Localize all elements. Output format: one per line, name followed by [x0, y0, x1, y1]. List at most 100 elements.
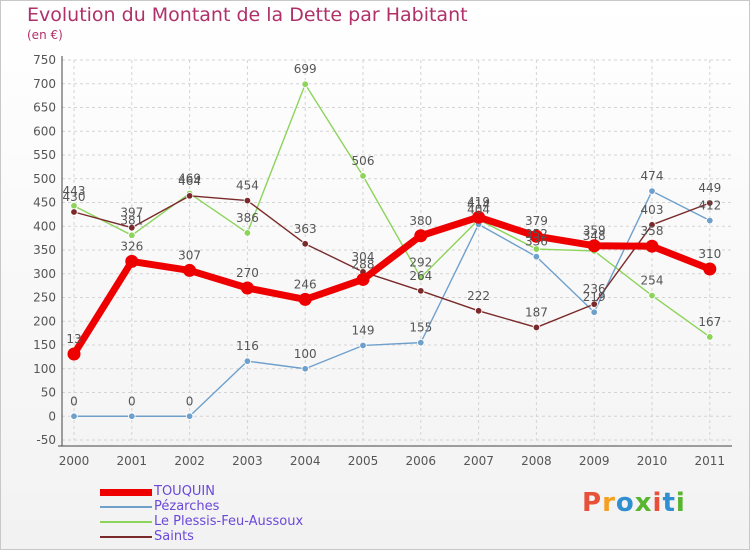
data-label-le-plessis-feu-aussoux: 699 [294, 62, 317, 76]
data-point-le-plessis-feu-aussoux [128, 231, 136, 239]
data-point-saints [474, 307, 483, 315]
legend-label: TOUQUIN [154, 484, 215, 499]
y-tick-label: 250 [33, 291, 56, 305]
data-point-touquin [240, 281, 254, 295]
logo-letter: o [615, 488, 635, 518]
y-tick-label: 300 [33, 267, 56, 281]
y-tick-label: 400 [33, 219, 56, 233]
data-point-pezarches [532, 252, 541, 261]
data-label-saints: 222 [467, 289, 490, 303]
data-label-saints: 264 [409, 269, 432, 283]
data-point-saints [532, 323, 541, 332]
data-label-pezarches: 412 [698, 199, 721, 213]
data-point-touquin [529, 229, 543, 243]
data-point-pezarches [590, 308, 598, 316]
x-tick-label: 2009 [579, 454, 610, 468]
logo-letter: x [634, 488, 653, 518]
data-label-saints: 464 [178, 174, 201, 188]
y-tick-label: 100 [33, 362, 56, 376]
logo-letter: r [602, 488, 616, 518]
data-point-pezarches [417, 338, 425, 347]
y-tick-label: 0 [48, 409, 56, 423]
legend-label: Pézarches [154, 499, 220, 514]
legend-swatch [100, 488, 152, 496]
x-tick-label: 2008 [521, 454, 552, 468]
data-point-touquin [472, 210, 486, 224]
data-label-touquin: 419 [467, 195, 490, 209]
data-label-le-plessis-feu-aussoux: 292 [409, 256, 432, 270]
data-label-saints: 187 [525, 305, 548, 319]
y-tick-label: 50 [41, 386, 56, 400]
x-tick-label: 2001 [117, 454, 148, 468]
logo-letter: P [582, 488, 603, 518]
chart-title: Evolution du Montant de la Dette par Hab… [27, 4, 468, 26]
data-label-le-plessis-feu-aussoux: 167 [698, 315, 721, 329]
data-point-touquin [703, 262, 717, 276]
data-label-touquin: 379 [525, 214, 548, 228]
data-label-touquin: 326 [120, 239, 143, 253]
x-tick-label: 2000 [59, 454, 90, 468]
series-line-touquin [71, 213, 712, 356]
chart-unit: (en €) [27, 28, 63, 42]
data-label-saints: 403 [641, 203, 664, 217]
data-label-touquin: 359 [583, 224, 606, 238]
data-point-saints [128, 223, 136, 232]
data-point-le-plessis-feu-aussoux [648, 291, 656, 300]
data-label-pezarches: 0 [186, 394, 194, 408]
y-tick-label: 450 [33, 196, 56, 210]
data-label-le-plessis-feu-aussoux: 381 [120, 213, 143, 227]
y-tick-label: 700 [33, 77, 56, 91]
data-point-le-plessis-feu-aussoux [243, 229, 252, 237]
data-label-saints: 363 [294, 222, 317, 236]
x-tick-label: 2010 [637, 454, 668, 468]
logo-letter: i [652, 488, 663, 518]
data-point-saints [648, 221, 656, 229]
data-point-saints [417, 287, 425, 295]
legend-swatch [100, 536, 152, 538]
data-label-touquin: 13 [66, 332, 81, 346]
y-tick-label: 600 [33, 124, 56, 138]
data-point-le-plessis-feu-aussoux [301, 80, 309, 88]
data-point-pezarches [359, 341, 367, 350]
data-point-pezarches [301, 365, 309, 373]
data-label-saints: 304 [352, 250, 375, 264]
x-tick-label: 2007 [463, 454, 494, 468]
data-label-saints: 397 [120, 206, 143, 220]
data-label-le-plessis-feu-aussoux: 254 [641, 274, 664, 288]
data-point-pezarches [648, 187, 656, 195]
data-point-le-plessis-feu-aussoux [706, 333, 714, 341]
data-label-pezarches: 474 [641, 169, 664, 183]
data-point-le-plessis-feu-aussoux [359, 172, 367, 180]
x-tick-label: 2005 [348, 454, 379, 468]
data-label-pezarches: 404 [467, 202, 490, 216]
data-label-le-plessis-feu-aussoux: 352 [525, 227, 548, 241]
data-point-pezarches [243, 357, 252, 365]
data-label-pezarches: 0 [128, 394, 136, 408]
data-label-touquin: 380 [409, 214, 432, 228]
logo-letter: t [662, 488, 676, 518]
proxiti-logo: Proxiti [582, 488, 686, 518]
x-tick-label: 2003 [232, 454, 263, 468]
data-label-saints: 449 [698, 181, 721, 195]
logo-letter: i [675, 488, 686, 518]
data-label-pezarches: 116 [236, 339, 259, 353]
y-tick-label: -50 [36, 433, 56, 447]
data-label-touquin: 307 [178, 248, 201, 262]
data-label-le-plessis-feu-aussoux: 469 [178, 171, 201, 185]
series-line-saints [73, 195, 711, 329]
x-tick-label: 2006 [406, 454, 437, 468]
data-point-touquin [356, 272, 370, 286]
data-label-pezarches: 0 [70, 394, 78, 408]
data-point-touquin [125, 254, 139, 268]
y-tick-label: 500 [33, 172, 56, 186]
data-point-saints [706, 199, 714, 207]
data-point-saints [70, 208, 78, 216]
data-point-touquin [414, 229, 428, 243]
data-label-le-plessis-feu-aussoux: 386 [236, 211, 259, 225]
x-tick-label: 2002 [174, 454, 205, 468]
data-label-pezarches: 149 [352, 323, 375, 337]
data-label-le-plessis-feu-aussoux: 506 [352, 154, 375, 168]
y-tick-label: 200 [33, 314, 56, 328]
x-tick-label: 2011 [695, 454, 726, 468]
